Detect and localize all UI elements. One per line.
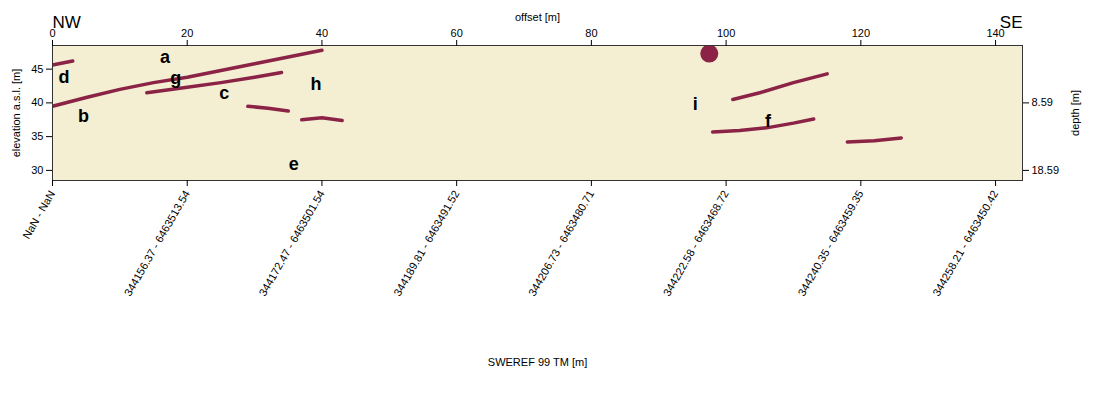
svg-text:344258.21 - 6463450.42: 344258.21 - 6463450.42 (930, 188, 1000, 298)
svg-text:h: h (310, 74, 321, 94)
svg-text:35: 35 (31, 130, 43, 142)
svg-text:b: b (78, 106, 89, 126)
svg-text:elevation a.s.l. [m]: elevation a.s.l. [m] (10, 69, 22, 158)
svg-text:SWEREF 99 TM [m]: SWEREF 99 TM [m] (488, 356, 587, 368)
svg-text:NW: NW (53, 13, 81, 32)
svg-text:offset [m]: offset [m] (515, 11, 560, 23)
svg-text:80: 80 (585, 27, 597, 39)
svg-text:344222.58 - 6463468.72: 344222.58 - 6463468.72 (661, 188, 731, 298)
svg-text:e: e (289, 154, 299, 174)
svg-text:c: c (219, 83, 229, 103)
svg-text:344189.81 - 6463491.52: 344189.81 - 6463491.52 (391, 188, 461, 298)
svg-text:100: 100 (717, 27, 735, 39)
svg-text:SE: SE (1000, 13, 1023, 32)
svg-text:40: 40 (31, 96, 43, 108)
svg-text:i: i (693, 94, 698, 114)
svg-text:depth [m]: depth [m] (1069, 90, 1081, 136)
svg-text:30: 30 (31, 164, 43, 176)
svg-text:a: a (160, 47, 171, 67)
svg-text:18.59: 18.59 (1032, 164, 1060, 176)
svg-text:f: f (765, 111, 772, 131)
svg-text:120: 120 (852, 27, 870, 39)
svg-text:40: 40 (316, 27, 328, 39)
svg-text:140: 140 (986, 26, 1005, 39)
svg-text:g: g (170, 68, 181, 88)
svg-text:0: 0 (49, 26, 56, 39)
svg-text:d: d (58, 67, 69, 87)
svg-text:60: 60 (451, 27, 463, 39)
svg-text:NaN - NaN: NaN - NaN (20, 188, 57, 241)
svg-text:344156.37 - 6463513.54: 344156.37 - 6463513.54 (122, 188, 192, 298)
svg-text:8.59: 8.59 (1032, 96, 1053, 108)
svg-text:20: 20 (181, 27, 193, 39)
svg-text:344172.47 - 6463501.54: 344172.47 - 6463501.54 (256, 188, 326, 298)
svg-text:344206.73 - 6463480.71: 344206.73 - 6463480.71 (526, 188, 596, 298)
svg-text:344240.35 - 6463459.35: 344240.35 - 6463459.35 (795, 188, 865, 298)
svg-text:45: 45 (31, 63, 43, 75)
